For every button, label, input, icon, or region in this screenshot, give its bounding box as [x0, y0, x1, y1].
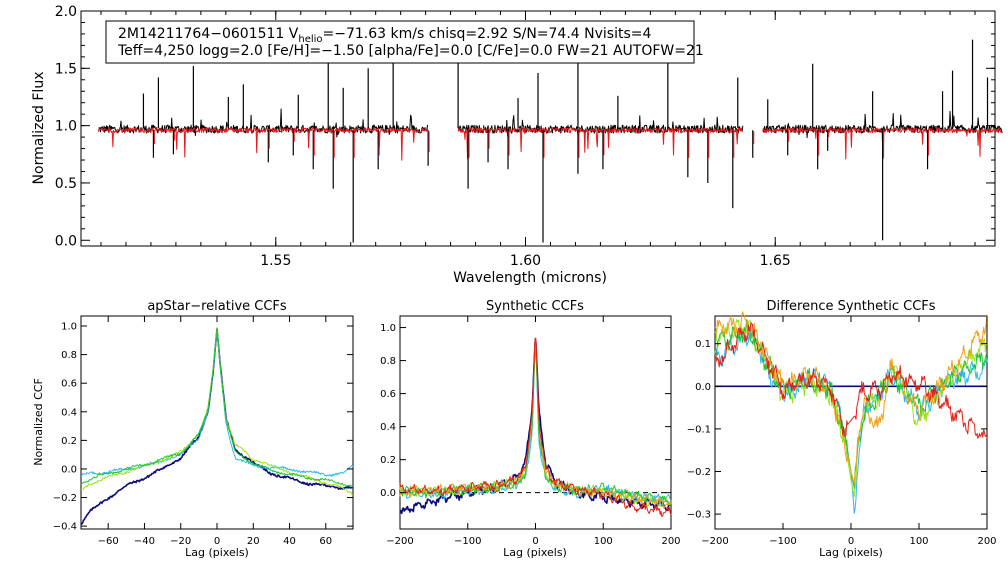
apstar-ccf-x-tick-label: 0	[214, 536, 220, 547]
spectrum-y-axis-label: Normalized Flux	[31, 72, 47, 185]
apstar-ccf-x-tick-label: −20	[170, 536, 191, 547]
apstar-ccf-y-tick-label: 0.6	[61, 379, 77, 390]
spectrum-series	[98, 31, 1003, 243]
apstar-ccf-y-tick-label: 1.0	[61, 322, 77, 333]
spectrum-plot-frame	[80, 10, 996, 247]
apstar-ccf-line-visit-2	[80, 326, 354, 496]
apstar-ccf-x-tick-label: −60	[98, 536, 119, 547]
difference-ccf-y-tick-label: −0.3	[687, 510, 711, 521]
info-star-id: 2M14211764−0601511 V	[118, 26, 299, 42]
apstar-ccf-x-axis-label: Lag (pixels)	[185, 546, 249, 559]
apstar-ccf-y-tick-label: 0.4	[61, 407, 77, 418]
synthetic-ccf-line-visit-2	[399, 345, 672, 507]
difference-ccf-line-visit-4	[714, 311, 988, 485]
spectrum-line-observed-spectrum	[98, 108, 1003, 139]
apstar-ccf-series	[80, 326, 354, 526]
difference-ccf-title: Difference Synthetic CCFs	[766, 299, 935, 314]
synthetic-ccf-y-tick-label: 0.8	[380, 356, 396, 367]
spectrum-axes: 1.55 1.60 1.65 0.0 0.5 1.0 1.5 2.0	[55, 4, 995, 269]
difference-ccf-axes: −200 −100 0 100 200 −0.3 −0.2 −0.1 0.0 0.1	[687, 316, 997, 547]
synthetic-ccf-y-tick-label: 0.0	[380, 488, 396, 499]
synthetic-ccf-y-tick-label: 0.2	[380, 455, 396, 466]
synthetic-ccf-line-combined	[399, 341, 672, 515]
spectrum-x-tick-label: 1.60	[510, 253, 541, 269]
difference-ccf-x-tick-label: 200	[977, 536, 996, 547]
apstar-ccf-line-combined	[80, 328, 354, 526]
apstar-ccf-panel: apStar−relative CCFs −60 −40 −20 0 20 40 60 −0.…	[32, 299, 354, 559]
synthetic-ccf-series	[399, 337, 672, 518]
difference-ccf-x-tick-label: −100	[769, 536, 796, 547]
apstar-ccf-title: apStar−relative CCFs	[147, 299, 287, 314]
spectrum-y-tick-label: 1.0	[55, 119, 77, 135]
spectrum-y-tick-label: 2.0	[55, 4, 77, 20]
spectrum-info-line1: 2M14211764−0601511 Vhelio=−71.63 km/s ch…	[118, 26, 651, 45]
spectrum-x-tick-label: 1.55	[260, 253, 291, 269]
info-vhelio-subscript: helio	[298, 34, 322, 45]
difference-ccf-y-tick-label: −0.1	[687, 424, 711, 435]
synthetic-ccf-x-axis-label: Lag (pixels)	[503, 546, 567, 559]
synthetic-ccf-line-visit-1	[399, 347, 672, 503]
synthetic-ccf-y-tick-label: 0.4	[380, 422, 396, 433]
apstar-ccf-y-tick-label: −0.2	[53, 493, 77, 504]
spectrum-info-line2: Teff=4,250 logg=2.0 [Fe/H]=−1.50 [alpha/…	[117, 43, 704, 59]
synthetic-ccf-line-visit-3	[399, 345, 672, 506]
difference-ccf-series	[714, 311, 988, 514]
synthetic-ccf-axes: −200 −100 0 100 200 0.0 0.2 0.4 0.6 0.8 1.0	[380, 316, 681, 547]
apstar-ccf-x-tick-label: −40	[134, 536, 155, 547]
difference-ccf-y-tick-label: −0.2	[687, 467, 711, 478]
spectrum-line-model-spectrum	[98, 127, 1003, 161]
difference-ccf-line-visit-3	[714, 319, 988, 489]
difference-ccf-y-tick-label: 0.1	[695, 339, 711, 350]
synthetic-ccf-y-tick-label: 1.0	[380, 323, 396, 334]
synthetic-ccf-y-tick-label: 0.6	[380, 389, 396, 400]
synthetic-ccf-line-visit-5	[399, 337, 672, 518]
apstar-ccf-y-tick-label: 0.2	[61, 436, 77, 447]
apstar-ccf-x-tick-label: 40	[283, 536, 296, 547]
spectrum-info-box	[105, 20, 695, 64]
synthetic-ccf-line-visit-4	[399, 339, 672, 509]
difference-ccf-line-visit-1	[714, 329, 988, 514]
spectrum-x-axis-label: Wavelength (microns)	[453, 270, 607, 286]
apstar-ccf-line-visit-3	[80, 328, 354, 488]
apstar-ccf-y-tick-label: −0.4	[53, 522, 77, 533]
difference-ccf-x-tick-label: −200	[701, 536, 728, 547]
apstar-ccf-y-axis-label: Normalized CCF	[32, 378, 45, 466]
apstar-ccf-y-tick-label: 0.0	[61, 464, 77, 475]
difference-ccf-x-tick-label: 100	[909, 536, 928, 547]
synthetic-ccf-panel: Synthetic CCFs −200 −100 0 100 200 0.0 0.2 0.4 0…	[380, 299, 680, 559]
synthetic-ccf-title: Synthetic CCFs	[486, 299, 584, 314]
spectrum-y-tick-label: 0.5	[55, 176, 77, 192]
synthetic-ccf-x-tick-label: −200	[386, 536, 413, 547]
apstar-ccf-x-tick-label: 20	[247, 536, 260, 547]
difference-ccf-line-visit-2	[714, 319, 988, 498]
info-vhelio-value: =−71.63 km/s chisq=2.92 S/N=74.4 Nvisits…	[323, 26, 652, 42]
synthetic-ccf-x-tick-label: −100	[454, 536, 481, 547]
spectrum-x-tick-label: 1.65	[760, 253, 791, 269]
spectrum-y-tick-label: 0.0	[55, 233, 77, 249]
difference-ccf-panel: Difference Synthetic CCFs −200 −100 0 100 20…	[687, 299, 997, 559]
synthetic-ccf-x-tick-label: 200	[661, 536, 680, 547]
difference-ccf-x-axis-label: Lag (pixels)	[819, 546, 883, 559]
difference-ccf-x-tick-label: 0	[848, 536, 854, 547]
synthetic-ccf-x-tick-label: 100	[594, 536, 613, 547]
synthetic-ccf-x-tick-label: 0	[532, 536, 538, 547]
apstar-ccf-axes: −60 −40 −20 0 20 40 60 −0.4 −0.2 0.0 0.2 0.4 0.6 0.8 1…	[53, 316, 353, 547]
difference-ccf-y-tick-label: 0.0	[695, 382, 711, 393]
apstar-ccf-x-tick-label: 60	[319, 536, 332, 547]
spectrum-y-tick-label: 1.5	[55, 61, 77, 77]
spectrum-panel: 1.55 1.60 1.65 0.0 0.5 1.0 1.5 2.0 2M14211764−0…	[31, 4, 1003, 286]
difference-ccf-line-visit-5	[714, 322, 988, 439]
apstar-ccf-plot-frame	[80, 315, 354, 530]
apstar-ccf-y-tick-label: 0.8	[61, 350, 77, 361]
apstar-ccf-line-visit-1	[81, 329, 354, 477]
